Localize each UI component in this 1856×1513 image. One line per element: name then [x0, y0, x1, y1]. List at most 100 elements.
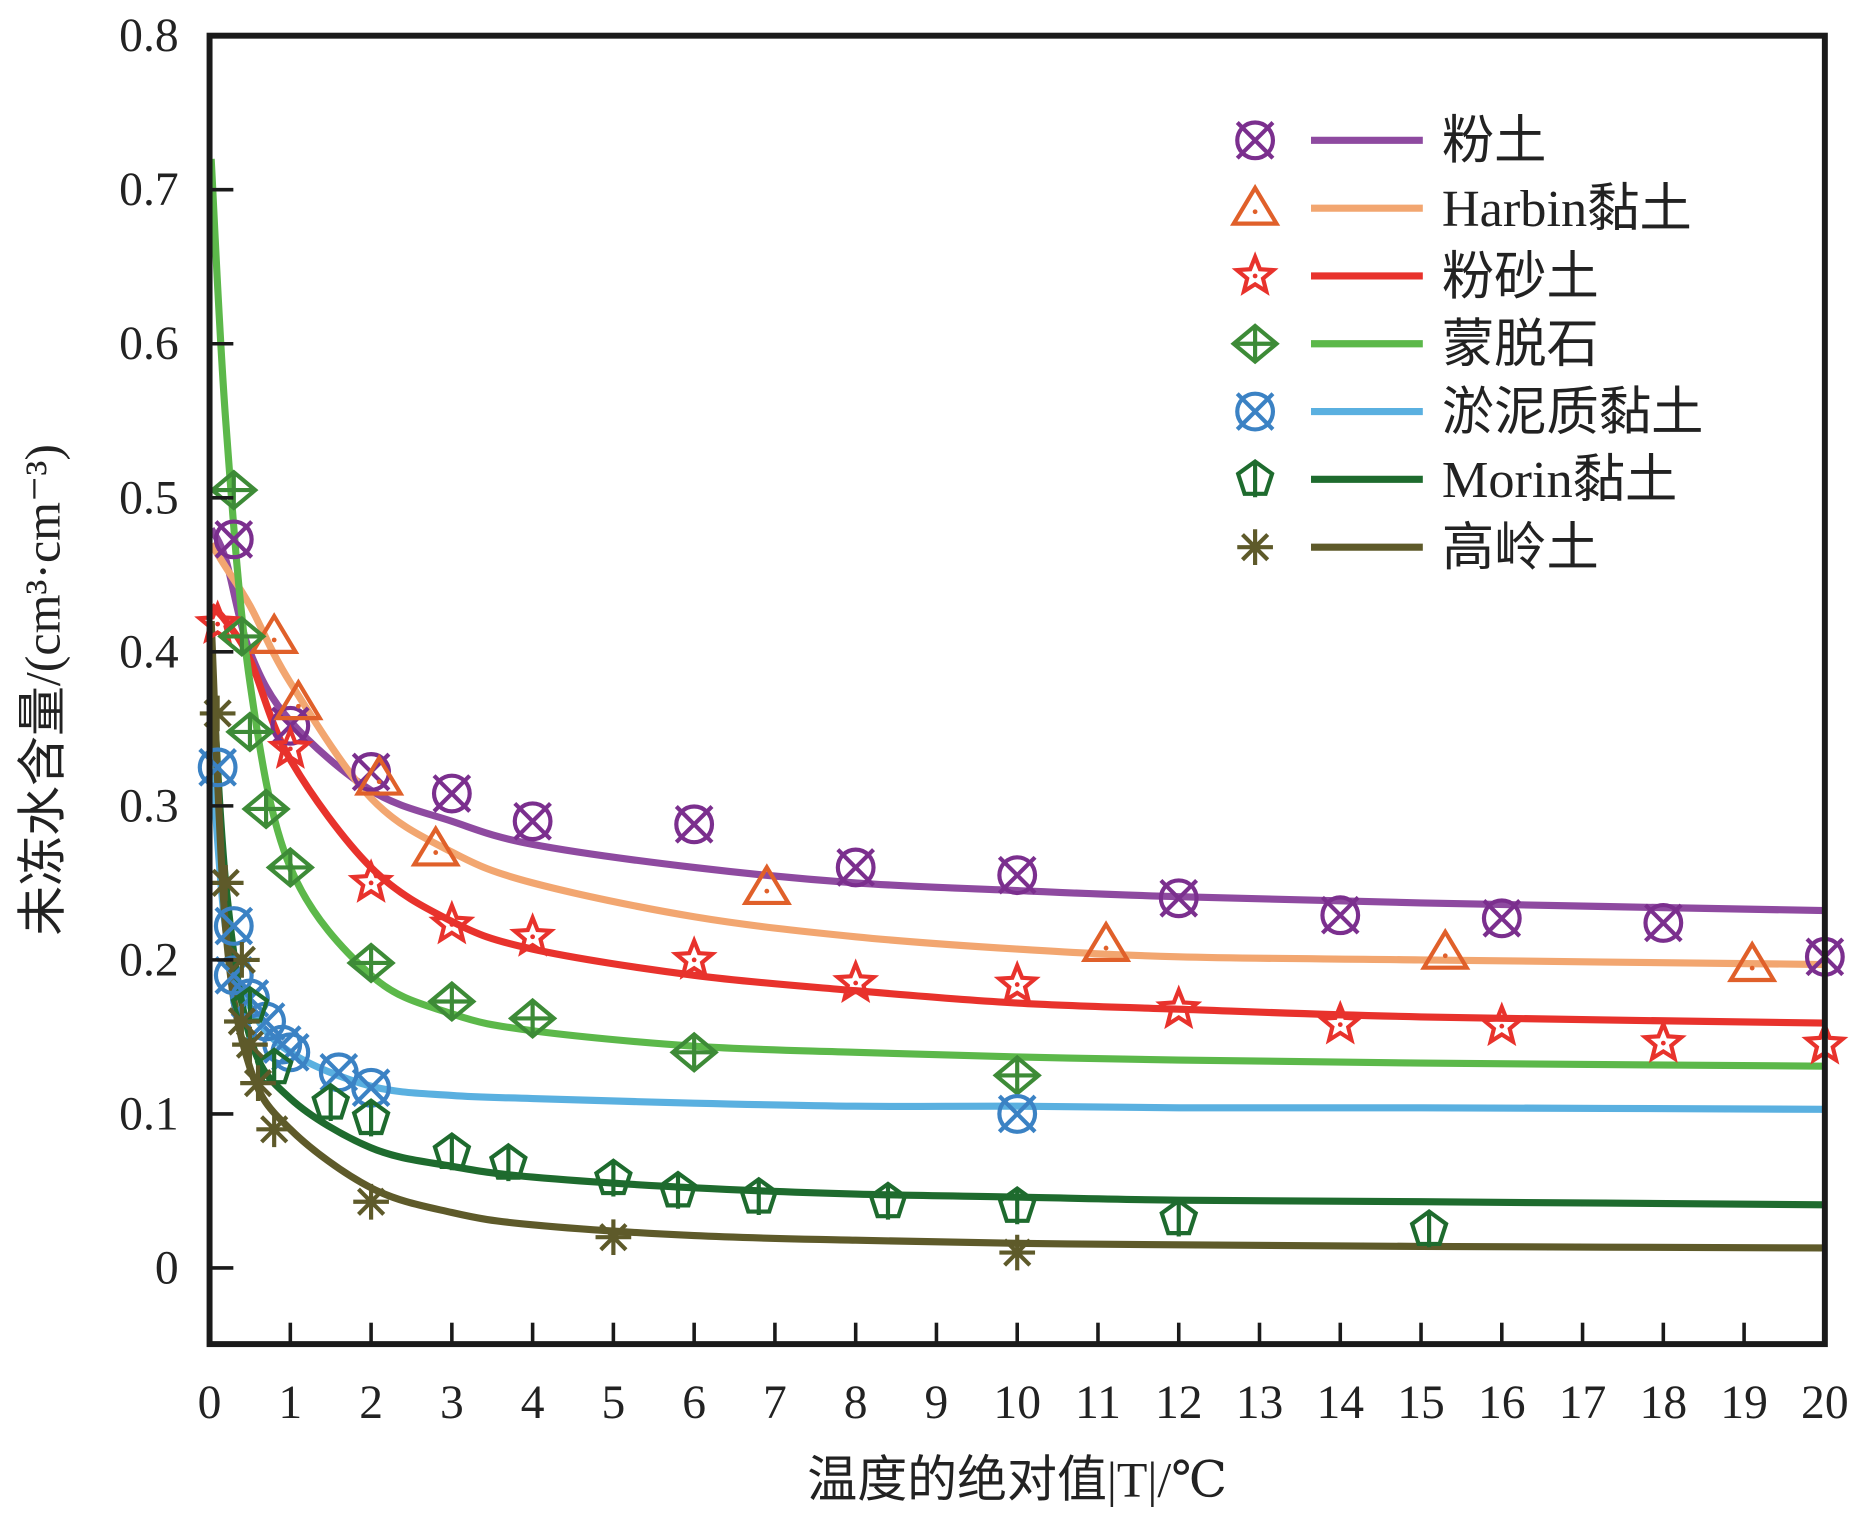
- x-tick-label: 12: [1155, 1377, 1203, 1429]
- x-tick-label: 1: [278, 1377, 302, 1429]
- dot-icon: [449, 922, 455, 927]
- asterisk-icon: [199, 695, 236, 732]
- data-point: [1643, 903, 1684, 943]
- dot-icon: [1252, 209, 1258, 215]
- dot-icon: [433, 850, 439, 855]
- data-point: [432, 1132, 472, 1171]
- dot-icon: [1660, 1040, 1666, 1046]
- circle-x-icon: [1643, 903, 1684, 943]
- x-tick-label: 0: [198, 1377, 222, 1429]
- series-line: [207, 651, 1825, 1209]
- data-point: [224, 942, 260, 978]
- data-point: [1727, 940, 1778, 983]
- circle-x-icon: [997, 1094, 1038, 1134]
- data-point: [207, 865, 244, 901]
- circle-x-icon: [512, 801, 553, 842]
- dot-icon: [1103, 945, 1109, 951]
- asterisk-icon: [224, 1003, 260, 1040]
- data-point: [224, 1003, 260, 1040]
- diamond-plus-icon: [225, 711, 275, 753]
- triangle-icon: [741, 863, 792, 906]
- circle-x-icon: [270, 705, 311, 746]
- dot-icon: [271, 637, 277, 643]
- data-point: [997, 1094, 1038, 1134]
- star-icon: [428, 899, 476, 945]
- y-tick-label: 0.7: [119, 164, 178, 216]
- data-point: [240, 1065, 276, 1101]
- star-icon: [1478, 1001, 1526, 1047]
- dot-icon: [1252, 273, 1258, 279]
- cross-icon: [1482, 898, 1522, 938]
- dot-icon: [1749, 965, 1755, 971]
- legend-marker: [1231, 251, 1279, 296]
- data-point: [669, 1031, 719, 1073]
- pentagon-icon: [997, 1185, 1037, 1225]
- x-tick-label: 9: [925, 1377, 949, 1429]
- circle-x-icon: [213, 906, 254, 946]
- triangle-icon: [1727, 940, 1778, 983]
- cross-icon: [432, 774, 472, 813]
- legend-label: 粉土: [1442, 112, 1547, 170]
- y-tick-label: 0.3: [119, 780, 178, 832]
- x-tick-label: 19: [1720, 1377, 1768, 1429]
- data-point: [354, 753, 405, 796]
- data-point: [1409, 1209, 1449, 1248]
- x-tick-label: 17: [1559, 1377, 1607, 1429]
- dot-icon: [691, 957, 697, 963]
- legend-label: 蒙脱石: [1442, 316, 1599, 374]
- diamond-plus-icon: [209, 469, 259, 511]
- dot-icon: [853, 980, 859, 986]
- data-point: [266, 724, 314, 769]
- diamond-plus-icon: [427, 980, 477, 1023]
- x-tick-label: 3: [440, 1377, 464, 1429]
- data-point: [353, 1183, 389, 1220]
- dot-icon: [530, 934, 536, 940]
- y-tick-label: 0.8: [119, 10, 178, 62]
- data-point: [1320, 895, 1361, 936]
- data-point: [410, 824, 461, 867]
- legend-marker: [1230, 323, 1280, 365]
- y-tick-label: 0.5: [119, 472, 178, 524]
- triangle-icon: [410, 824, 461, 867]
- star-icon: [1316, 999, 1364, 1045]
- pentagon-icon: [1159, 1198, 1199, 1237]
- star-icon: [832, 958, 880, 1003]
- data-point: [209, 469, 259, 511]
- series-line: [207, 620, 1825, 1252]
- data-point: [1159, 1198, 1199, 1237]
- pentagon-icon: [739, 1176, 779, 1215]
- dot-icon: [1499, 1023, 1505, 1029]
- star-icon: [194, 599, 242, 645]
- diamond-plus-icon: [241, 788, 291, 830]
- legend-label: 高岭土: [1442, 519, 1599, 577]
- star-icon: [1231, 251, 1279, 296]
- circle-x-icon: [431, 773, 472, 814]
- legend-label: Morin黏土: [1442, 451, 1677, 509]
- data-point: [832, 958, 880, 1003]
- star-icon: [347, 858, 395, 903]
- circle-x-icon: [674, 804, 715, 845]
- dot-icon: [1337, 1022, 1343, 1027]
- circle-x-icon: [1235, 120, 1276, 161]
- x-tick-label: 15: [1397, 1377, 1445, 1429]
- circle-x-icon: [197, 747, 238, 788]
- cross-icon: [271, 1033, 310, 1072]
- data-point: [674, 804, 715, 845]
- x-tick-label: 20: [1801, 1377, 1849, 1429]
- data-point: [997, 855, 1038, 896]
- cross-icon: [214, 906, 254, 946]
- legend-marker: [1235, 458, 1275, 498]
- x-tick-label: 10: [993, 1377, 1041, 1429]
- circle-x-icon: [213, 519, 254, 560]
- data-point: [835, 847, 876, 888]
- y-tick-label: 0.1: [119, 1088, 178, 1140]
- cross-icon: [1159, 878, 1199, 918]
- circle-x-icon: [835, 847, 876, 888]
- pentagon-icon: [432, 1132, 472, 1171]
- cross-icon: [214, 520, 254, 559]
- cross-icon: [1320, 895, 1360, 935]
- triangle-icon: [354, 753, 405, 796]
- dot-icon: [376, 779, 382, 785]
- data-point: [213, 519, 254, 560]
